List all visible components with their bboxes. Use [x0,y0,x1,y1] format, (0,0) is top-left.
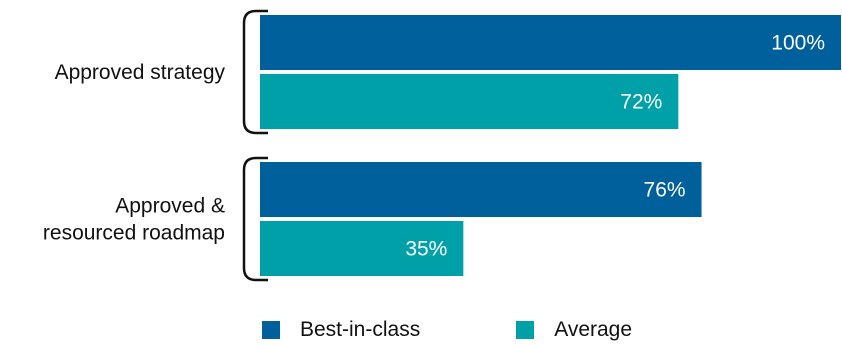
category-bracket [242,9,268,135]
category-label: Approved strategy [55,61,226,84]
legend-item-average: Average [516,318,632,342]
bar-chart: Approved strategy 100% 72% Approved & resour… [43,9,841,282]
category-label: resourced roadmap [43,222,225,245]
legend-item-best-in-class: Best-in-class [262,318,420,342]
bar-best-in-class [260,162,702,217]
legend-swatch-average [516,321,535,339]
bar-average [260,74,679,129]
data-label: 35% [405,238,447,261]
legend-swatch-best-in-class [262,321,280,339]
data-label: 72% [620,91,662,114]
legend: Best-in-class Average [262,318,728,342]
category-label: Approved & [115,195,225,218]
legend-label-average: Average [554,318,633,341]
bar-best-in-class [260,15,841,70]
bar-average [260,221,464,276]
data-label: 76% [644,179,686,202]
legend-label-best-in-class: Best-in-class [300,318,421,341]
data-label: 100% [771,32,825,55]
category-bracket [242,156,268,282]
